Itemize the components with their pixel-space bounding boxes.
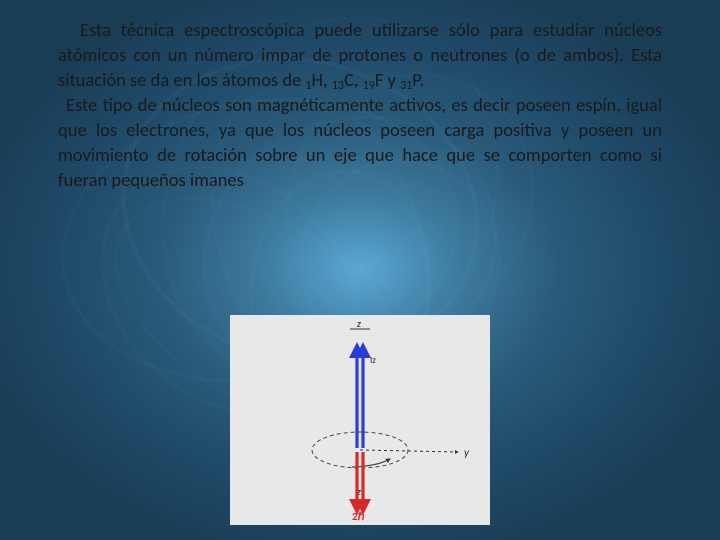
svg-text:z: z [357,317,361,330]
iso2-sub: 13 [332,79,344,93]
iso1-sub: 1 [305,79,311,93]
diagram-svg: yzzIz2ℏ [230,315,490,525]
spin-diagram: yzzIz2ℏ [230,315,490,525]
iso3-el: F y [375,68,400,91]
iso4-el: P. [412,68,424,91]
iso3-sub: 19 [363,79,375,93]
paragraph-2: Este tipo de núcleos son magnéticamente … [58,93,662,193]
svg-text:2ℏ: 2ℏ [352,510,365,523]
paragraph-1: Esta técnica espectroscópica puede utili… [58,18,662,93]
svg-text:Iz: Iz [370,355,376,366]
iso4-sub: 31 [400,79,412,93]
svg-text:y: y [464,446,470,459]
text-content: Esta técnica espectroscópica puede utili… [58,18,662,193]
iso1-el: H, [312,68,332,91]
iso2-el: C, [344,68,363,91]
